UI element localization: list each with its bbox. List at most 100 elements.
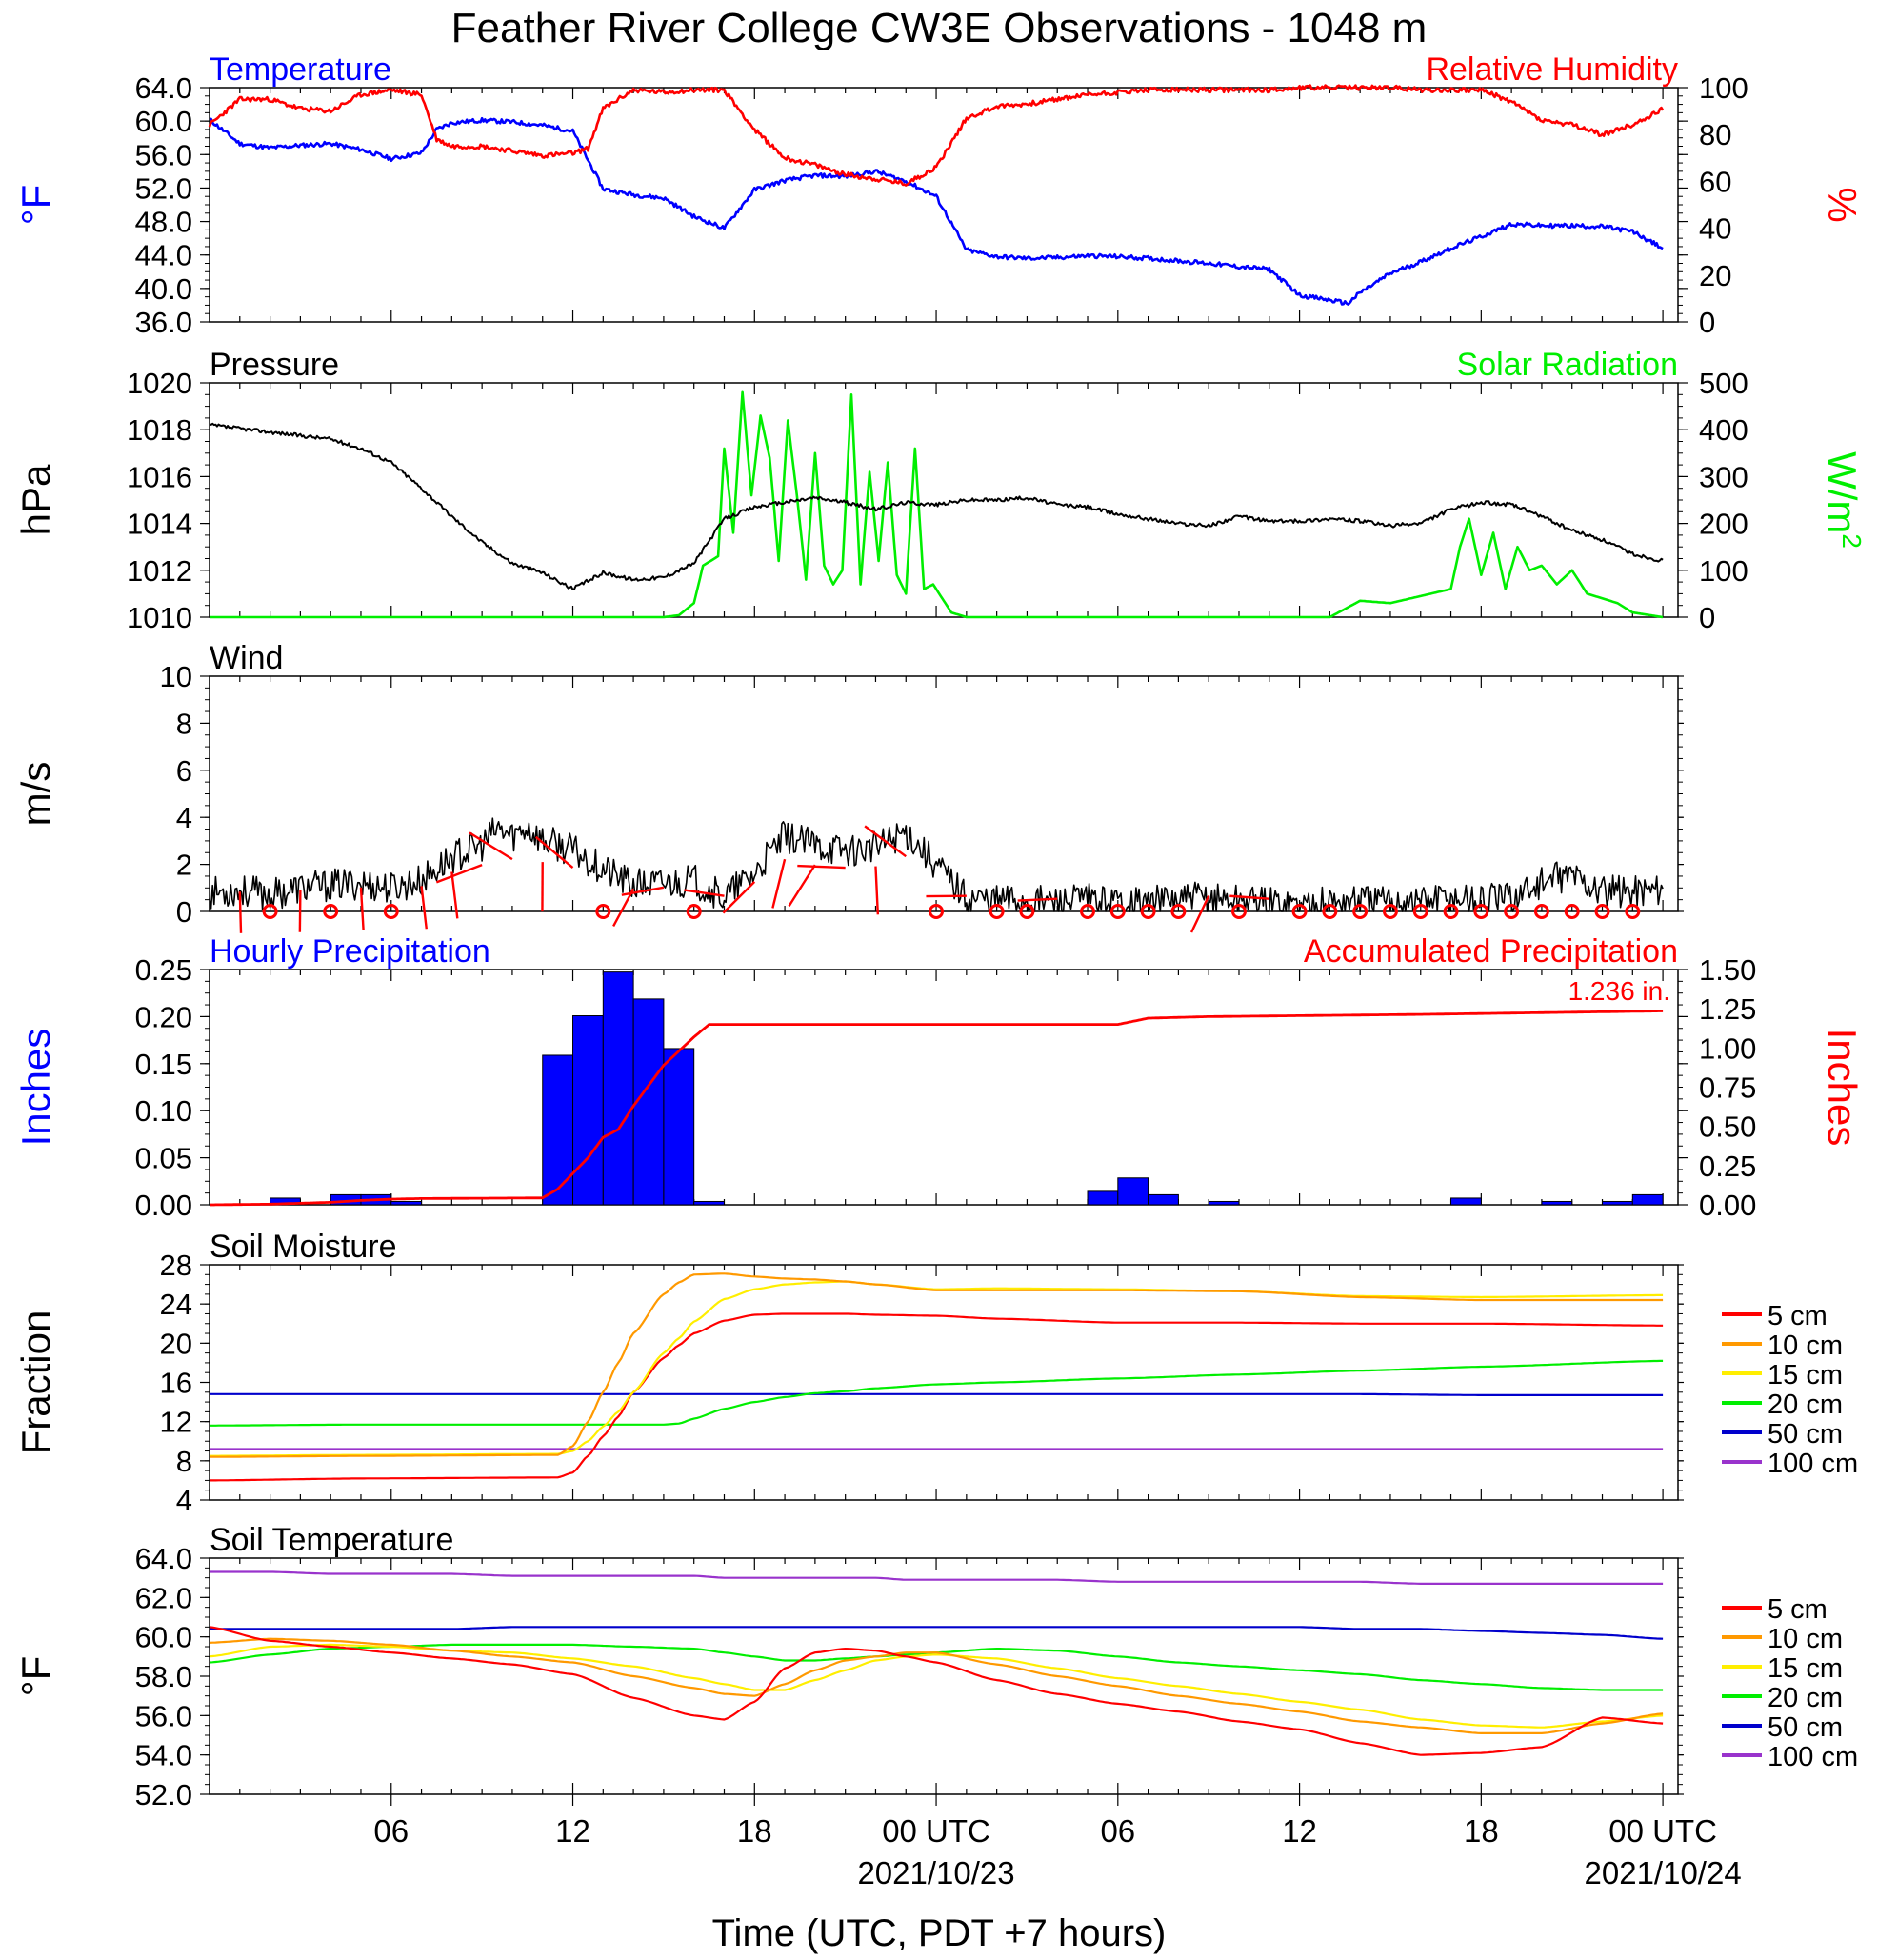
y-axis-right: 100 80 60 40 20 0 xyxy=(1699,71,1748,339)
y-tick-label-left: 60.0 xyxy=(135,1621,192,1654)
series-soil-temperature-50cm xyxy=(210,1626,1664,1640)
panel-title-hourly-precip: Hourly Precipitation xyxy=(210,933,490,970)
y-axis-right: 500 400 300 200 100 0 xyxy=(1699,367,1748,634)
y-tick-label-left: 0.15 xyxy=(135,1048,192,1081)
y-tick-label-left: 12 xyxy=(160,1406,192,1439)
wind-barb xyxy=(1229,894,1269,900)
x-tick-label: 06 xyxy=(373,1813,409,1849)
y-tick-label-left: 6 xyxy=(176,754,192,788)
y-label-soil-temperature-units: °F xyxy=(13,1656,58,1696)
x-axis: 06 12 18 00 UTC 06 12 18 00 UTC 2021/10/23 2021/1… xyxy=(373,1813,1741,1890)
y-label-soil-moisture-units: Fraction xyxy=(13,1310,58,1455)
y-tick-label-left: 1010 xyxy=(127,601,192,634)
panel-wind: 10 8 6 4 2 0 Wind m/s xyxy=(13,640,1684,933)
wind-barb-calm xyxy=(262,904,278,919)
y-tick-label-left: 8 xyxy=(176,1445,192,1478)
wind-barb xyxy=(874,866,880,915)
precip-bar xyxy=(1117,1177,1149,1206)
y-tick-label-right: 100 xyxy=(1699,554,1748,588)
y-tick-label-right: 0.00 xyxy=(1699,1189,1756,1222)
wind-barb-calm xyxy=(1170,904,1187,919)
series-soil-temperature-5cm xyxy=(209,1626,1664,1756)
x-tick-label: 18 xyxy=(1464,1813,1499,1849)
series-solar-radiation xyxy=(210,390,1664,619)
y-tick-label-left: 0.00 xyxy=(135,1189,192,1222)
wind-barb-calm xyxy=(929,904,945,919)
precip-bar xyxy=(1602,1200,1633,1206)
precip-bar xyxy=(390,1200,423,1206)
y-tick-label-left: 16 xyxy=(160,1367,192,1400)
y-tick-label-right: 1.00 xyxy=(1699,1031,1756,1065)
wind-barb xyxy=(621,886,665,896)
y-tick-label-right: 0.25 xyxy=(1699,1150,1756,1183)
series-soil-moisture-50cm xyxy=(210,1392,1664,1396)
panel-title-solar-radiation: Solar Radiation xyxy=(1457,347,1678,383)
y-tick-label-left: 4 xyxy=(176,801,192,834)
wind-barb-calm xyxy=(1533,904,1549,919)
y-label-wind-units: m/s xyxy=(13,762,58,827)
y-tick-label-left: 56.0 xyxy=(135,138,192,171)
y-tick-label-right: 60 xyxy=(1699,165,1731,198)
y-tick-label-right: 200 xyxy=(1699,508,1748,541)
y-tick-label-right: 0 xyxy=(1699,601,1715,634)
y-tick-label-right: 20 xyxy=(1699,259,1731,292)
legend-label: 50 cm xyxy=(1768,1712,1843,1743)
wind-barb xyxy=(298,890,302,932)
panel-title-wind: Wind xyxy=(210,640,283,676)
precip-bar xyxy=(1208,1200,1240,1206)
legend-label: 15 cm xyxy=(1768,1653,1843,1684)
y-tick-label-left: 4 xyxy=(176,1484,192,1517)
y-tick-label-left: 2 xyxy=(176,849,192,882)
y-tick-label-right: 0 xyxy=(1699,306,1715,339)
y-tick-label-right: 100 xyxy=(1699,71,1748,105)
wind-barb xyxy=(435,863,483,884)
wind-barb-calm xyxy=(1594,904,1610,919)
panel-title-soil-temperature: Soil Temperature xyxy=(210,1522,453,1558)
series-soil-temperature-10cm xyxy=(209,1637,1664,1734)
panel-title-accumulated-precip: Accumulated Precipitation xyxy=(1304,933,1678,970)
y-tick-label-left: 58.0 xyxy=(135,1660,192,1693)
y-tick-label-left: 64.0 xyxy=(135,1542,192,1575)
wind-barb-calm xyxy=(989,904,1005,919)
series-relative-humidity xyxy=(208,84,1665,187)
series-soil-moisture-20cm xyxy=(210,1359,1664,1427)
x-date-label: 2021/10/23 xyxy=(857,1855,1014,1890)
wind-barb xyxy=(450,871,459,919)
x-tick-label: 12 xyxy=(1282,1813,1317,1849)
legend-label: 10 cm xyxy=(1768,1624,1843,1654)
figure-title: Feather River College CW3E Observations … xyxy=(451,5,1428,51)
y-tick-label-right: 1.50 xyxy=(1699,953,1756,987)
y-tick-label-left: 52.0 xyxy=(135,171,192,205)
y-axis-left: 64.0 62.0 60.0 58.0 56.0 54.0 52.0 xyxy=(135,1542,1684,1811)
series-soil-temperature-100cm xyxy=(210,1570,1664,1585)
x-axis-label: Time (UTC, PDT +7 hours) xyxy=(712,1912,1167,1954)
y-tick-label-right: 0.50 xyxy=(1699,1110,1756,1144)
precip-bar xyxy=(1450,1197,1482,1206)
legend-label: 15 cm xyxy=(1768,1360,1843,1390)
hourly-precip-bars xyxy=(270,971,1664,1206)
y-tick-label-left: 48.0 xyxy=(135,206,192,239)
wind-barb xyxy=(788,864,816,907)
x-ticks xyxy=(209,1265,1664,1500)
x-tick-label: 00 UTC xyxy=(1608,1813,1717,1849)
series-temperature xyxy=(209,116,1664,306)
panel-pressure-solar: 1020 1018 1016 1014 1012 1010 500 400 300 200 100 0… xyxy=(13,347,1868,634)
y-axis-left: 10 8 6 4 2 0 xyxy=(160,660,1684,929)
precip-bar xyxy=(1087,1190,1119,1206)
precip-bar xyxy=(1631,1193,1664,1206)
y-tick-label-left: 1016 xyxy=(127,460,192,493)
y-tick-label-left: 64.0 xyxy=(135,71,192,105)
wind-barb-calm xyxy=(1382,904,1398,919)
series-soil-moisture-10cm xyxy=(210,1272,1664,1458)
legend-label: 20 cm xyxy=(1768,1683,1843,1713)
y-tick-label-left: 0.25 xyxy=(135,953,192,987)
y-tick-label-left: 1014 xyxy=(127,508,192,541)
panel-soil-temperature: 64.0 62.0 60.0 58.0 56.0 54.0 52.0 Soil Tempera… xyxy=(13,1522,1858,1811)
wind-barb xyxy=(722,881,756,914)
x-ticks xyxy=(209,383,1664,617)
x-tick-label: 06 xyxy=(1100,1813,1135,1849)
panel-soil-moisture: 28 24 20 16 12 8 4 Soil Moisture Fraction 5 cm10 … xyxy=(13,1229,1858,1517)
wind-barb-calm xyxy=(686,904,702,919)
